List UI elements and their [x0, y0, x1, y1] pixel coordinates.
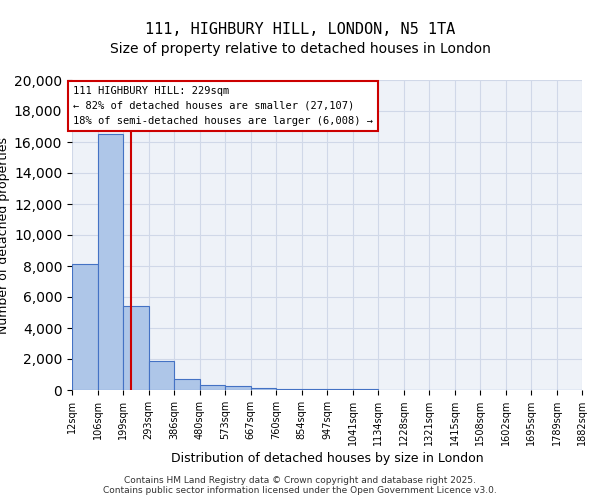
Bar [327, 389, 353, 390]
X-axis label: Distribution of detached houses by size in London: Distribution of detached houses by size … [170, 452, 484, 465]
Bar [251, 388, 276, 390]
Text: 111 HIGHBURY HILL: 229sqm
← 82% of detached houses are smaller (27,107)
18% of s: 111 HIGHBURY HILL: 229sqm ← 82% of detac… [73, 86, 373, 126]
Bar [98, 134, 123, 390]
Bar [200, 386, 225, 390]
Y-axis label: Number of detached properties: Number of detached properties [0, 136, 10, 334]
Bar [225, 386, 251, 390]
Text: Size of property relative to detached houses in London: Size of property relative to detached ho… [110, 42, 490, 56]
Bar [276, 389, 302, 390]
Bar [72, 264, 98, 390]
Text: Contains HM Land Registry data © Crown copyright and database right 2025.
Contai: Contains HM Land Registry data © Crown c… [103, 476, 497, 495]
Bar [174, 379, 200, 390]
Bar [123, 306, 149, 390]
Bar [149, 360, 174, 390]
Bar [302, 389, 327, 390]
Text: 111, HIGHBURY HILL, LONDON, N5 1TA: 111, HIGHBURY HILL, LONDON, N5 1TA [145, 22, 455, 38]
